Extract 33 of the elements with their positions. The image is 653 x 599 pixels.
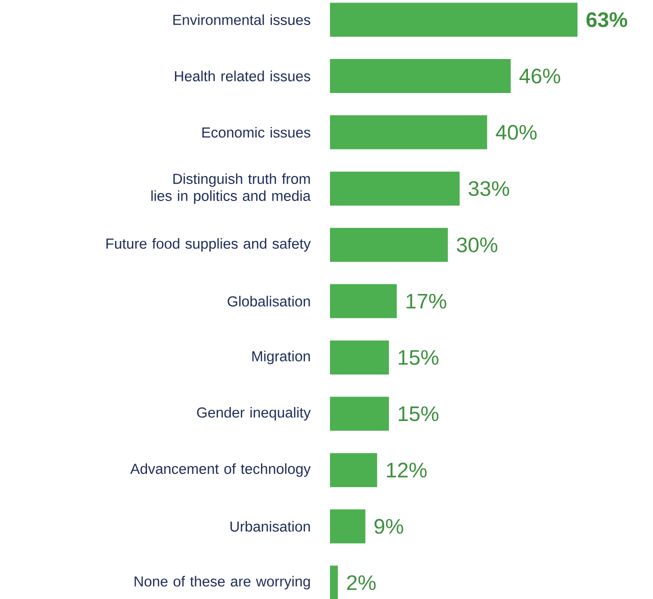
y-tick-label: Economic issues xyxy=(202,126,310,138)
data-label: 9% xyxy=(374,518,404,534)
data-label: 12% xyxy=(386,462,427,478)
y-tick-label: Migration xyxy=(252,350,310,364)
bar xyxy=(330,2,578,37)
y-tick-label: Future food supplies and safety xyxy=(106,238,311,252)
data-label: 2% xyxy=(347,575,376,590)
data-label: 46% xyxy=(519,68,560,84)
bar xyxy=(330,340,389,374)
bar xyxy=(330,172,460,206)
data-label: 15% xyxy=(398,350,438,365)
bar xyxy=(330,396,389,431)
bar xyxy=(330,566,338,599)
bar xyxy=(330,228,448,262)
data-label: 33% xyxy=(468,181,510,196)
data-label: 17% xyxy=(406,294,446,309)
y-tick-label: Gender inequality xyxy=(197,407,311,421)
bar xyxy=(330,284,397,318)
y-tick-label: None of these are worrying xyxy=(134,576,310,590)
bar xyxy=(330,58,511,93)
y-tick-label: Environmental issues xyxy=(173,14,310,26)
data-label: 40% xyxy=(496,124,537,140)
bar xyxy=(330,509,366,544)
y-tick-label: Advancement of technology xyxy=(130,463,311,477)
y-tick-label: Distinguish truth from lies in politics and media xyxy=(151,173,311,204)
bar xyxy=(330,115,488,150)
y-tick-label: Globalisation xyxy=(228,296,310,307)
data-label: 15% xyxy=(398,406,438,422)
bar xyxy=(330,453,378,488)
y-tick-label: Urbanisation xyxy=(230,521,310,532)
data-label: 30% xyxy=(456,237,498,252)
y-tick-label: Health related issues xyxy=(174,70,310,82)
data-label: 63% xyxy=(586,12,628,28)
